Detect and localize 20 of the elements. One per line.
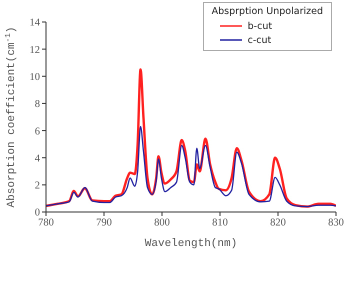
y-tick-label: 4: [34, 153, 41, 164]
y-tick-label: 10: [30, 72, 40, 84]
line-series: [46, 126, 336, 208]
y-tick-label: 6: [34, 126, 40, 138]
line-series: [46, 68, 336, 208]
legend-title: Absprption Unpolarized: [212, 6, 323, 17]
x-axis-title: Wavelength(nm): [144, 238, 238, 250]
y-tick-label: 14: [30, 18, 41, 29]
x-tick-label: 800: [154, 217, 170, 228]
x-tick-label: 820: [270, 217, 286, 228]
x-tick-label: 830: [328, 217, 344, 228]
y-tick-label: 0: [34, 208, 40, 219]
y-tick-label: 12: [30, 44, 40, 56]
y-tick-label: 8: [34, 99, 40, 110]
y-tick-label: 2: [34, 180, 40, 192]
legend-label: c-cut: [248, 34, 272, 46]
legend-label: b-cut: [248, 20, 272, 32]
x-tick-label: 780: [38, 217, 54, 228]
x-tick-label: 790: [96, 217, 112, 228]
x-tick-label: 810: [212, 217, 228, 228]
